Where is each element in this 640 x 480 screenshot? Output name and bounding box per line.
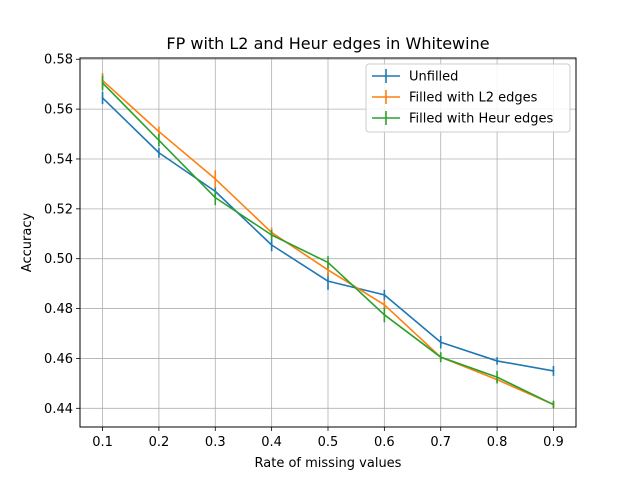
x-tick-label: 0.7 <box>430 435 451 450</box>
data-point <box>439 356 442 359</box>
ticks: 0.1 0.2 0.3 0.4 0.5 0.6 0.7 0.8 0.9 0.44 0.46 0.48 0… <box>44 53 564 450</box>
y-tick-label: 0.54 <box>44 152 73 167</box>
data-point <box>439 341 442 344</box>
data-point <box>158 151 160 154</box>
y-tick-label: 0.50 <box>44 252 73 267</box>
data-point <box>158 139 160 142</box>
data-point <box>327 280 329 283</box>
data-point <box>496 360 498 362</box>
data-point <box>383 303 386 306</box>
data-point <box>496 376 498 379</box>
data-point <box>214 196 217 199</box>
y-tick-label: 0.52 <box>44 202 73 217</box>
x-tick-label: 0.2 <box>149 435 170 450</box>
x-tick-label: 0.4 <box>261 435 282 450</box>
y-tick-label: 0.48 <box>44 302 73 317</box>
x-tick-label: 0.8 <box>487 435 508 450</box>
data-point <box>383 313 386 316</box>
y-tick-label: 0.44 <box>44 402 73 417</box>
data-point <box>101 82 104 84</box>
x-axis-label: Rate of missing values <box>255 456 402 471</box>
series-3 <box>101 75 555 409</box>
x-tick-label: 0.1 <box>92 435 113 450</box>
data-point <box>270 234 273 236</box>
legend-label: Filled with L2 edges <box>409 91 538 106</box>
data-point <box>327 261 329 264</box>
x-tick-label: 0.9 <box>543 435 564 450</box>
chart-title: FP with L2 and Heur edges in Whitewine <box>166 34 489 53</box>
series-layer <box>101 72 555 409</box>
data-point <box>158 130 160 133</box>
x-tick-label: 0.3 <box>205 435 226 450</box>
legend-box <box>365 63 571 133</box>
legend: Unfilled Filled with L2 edges Filled with … <box>365 63 571 133</box>
data-point <box>552 370 555 372</box>
data-point <box>270 244 273 246</box>
legend-label: Filled with Heur edges <box>409 112 553 127</box>
y-axis-label: Accuracy <box>20 213 35 273</box>
data-point <box>101 96 104 99</box>
data-point <box>383 293 386 296</box>
legend-label: Unfilled <box>409 70 458 85</box>
x-tick-label: 0.6 <box>374 435 395 450</box>
y-tick-label: 0.56 <box>44 103 73 118</box>
y-tick-label: 0.46 <box>44 352 73 367</box>
x-tick-label: 0.5 <box>318 435 339 450</box>
data-point <box>327 269 329 271</box>
y-tick-label: 0.58 <box>44 53 73 68</box>
data-point <box>552 403 555 406</box>
data-point <box>214 178 217 180</box>
